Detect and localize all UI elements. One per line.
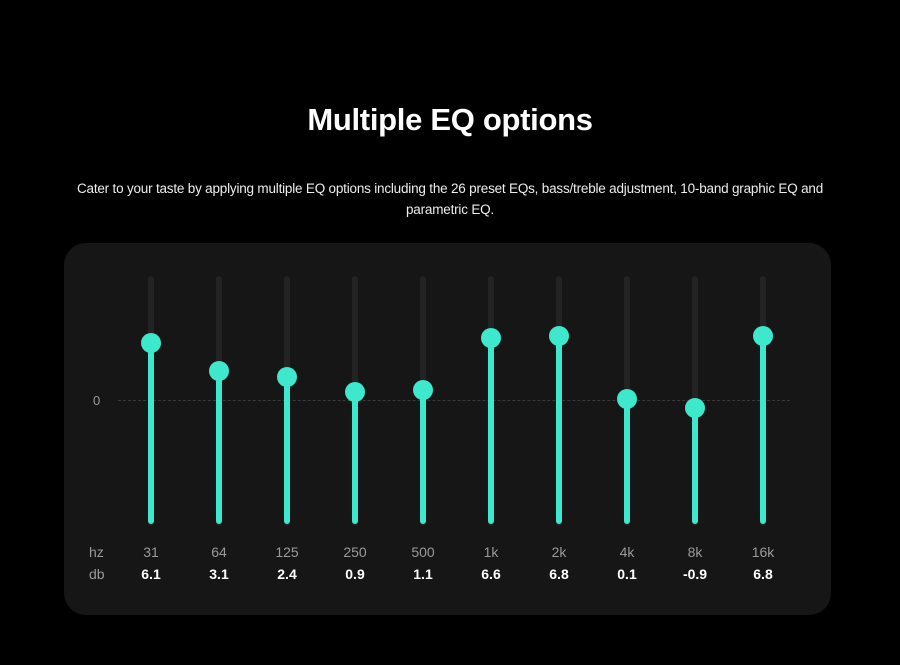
band-frequency-label: 16k: [751, 544, 775, 560]
band-gain-value: 6.1: [141, 566, 161, 582]
band-gain-value: 6.6: [481, 566, 501, 582]
eq-slider-fill-64: [216, 370, 222, 524]
band-gain-value: 3.1: [209, 566, 229, 582]
page-subtitle: Cater to your taste by applying multiple…: [76, 181, 824, 217]
eq-slider-knob-8k[interactable]: [685, 398, 705, 419]
page-title: Multiple EQ options: [307, 102, 593, 137]
band-frequency-label: 1k: [483, 544, 499, 560]
band-gain-value: 0.1: [617, 566, 637, 582]
eq-slider-fill-500: [420, 389, 426, 524]
hz-row-label: hz: [89, 544, 104, 560]
eq-slider-knob-125[interactable]: [277, 367, 297, 388]
db-row-label: db: [89, 566, 105, 582]
band-frequency-label: 4k: [619, 544, 635, 560]
eq-slider-knob-64[interactable]: [209, 360, 229, 381]
eq-slider-knob-1k[interactable]: [481, 327, 501, 348]
band-gain-value: 1.1: [413, 566, 433, 582]
eq-slider-knob-2k[interactable]: [549, 326, 569, 347]
eq-panel: [64, 243, 831, 615]
eq-slider-knob-500[interactable]: [413, 379, 433, 400]
band-frequency-label: 8k: [687, 544, 703, 560]
band-gain-value: -0.9: [682, 566, 708, 582]
band-gain-value: 6.8: [549, 566, 569, 582]
eq-slider-knob-16k[interactable]: [753, 326, 773, 347]
band-gain-value: 6.8: [753, 566, 773, 582]
eq-slider-fill-250: [352, 391, 358, 524]
band-frequency-label: 250: [343, 544, 367, 560]
band-frequency-label: 31: [143, 544, 159, 560]
eq-slider-knob-4k[interactable]: [617, 389, 637, 410]
eq-slider-fill-31: [148, 342, 154, 524]
eq-slider-fill-2k: [556, 336, 562, 524]
band-gain-value: 0.9: [345, 566, 365, 582]
eq-slider-fill-4k: [624, 399, 630, 524]
zero-db-label: 0: [93, 393, 101, 408]
band-frequency-label: 500: [411, 544, 435, 560]
eq-slider-fill-125: [284, 377, 290, 524]
eq-slider-fill-1k: [488, 337, 494, 524]
band-frequency-label: 2k: [551, 544, 567, 560]
band-gain-value: 2.4: [277, 566, 297, 582]
eq-slider-fill-8k: [692, 408, 698, 524]
band-frequency-label: 64: [211, 544, 227, 560]
eq-slider-knob-250[interactable]: [345, 381, 365, 402]
band-frequency-label: 125: [275, 544, 299, 560]
eq-slider-fill-16k: [760, 336, 766, 524]
eq-slider-knob-31[interactable]: [141, 332, 161, 353]
zero-db-line: [118, 400, 790, 401]
